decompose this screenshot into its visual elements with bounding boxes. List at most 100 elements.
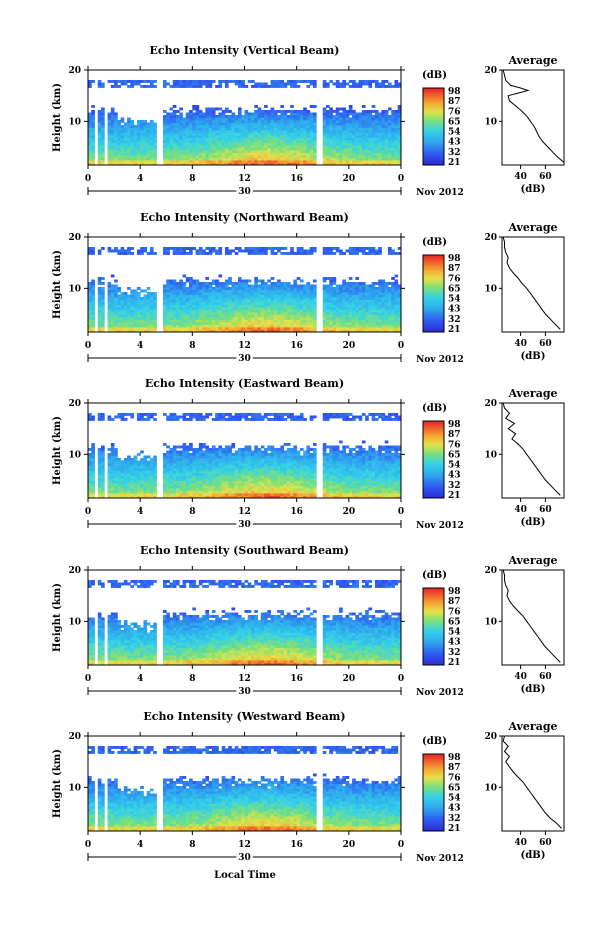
heatmap-cell	[270, 150, 275, 153]
heatmap-cell	[231, 130, 236, 133]
chart-title: Echo Intensity (Northward Beam)	[140, 211, 349, 224]
heatmap-cell	[143, 155, 148, 158]
heatmap-cell	[224, 284, 229, 288]
heatmap-cell	[237, 314, 242, 318]
heatmap-cell	[361, 284, 366, 288]
heatmap-cell	[182, 445, 187, 449]
heatmap-cell	[237, 307, 242, 310]
heatmap-cell	[293, 132, 298, 136]
heatmap-cell	[244, 319, 249, 323]
heatmap-cell	[241, 120, 245, 123]
heatmap-cell	[136, 120, 141, 123]
heatmap-cell	[254, 147, 258, 151]
heatmap-cell	[91, 478, 95, 481]
heatmap-cell	[123, 80, 128, 83]
heatmap-cell	[391, 299, 395, 303]
heatmap-cell	[123, 483, 128, 486]
heatmap-cell	[110, 302, 115, 305]
heatmap-cell	[335, 85, 340, 88]
heatmap-cell	[218, 247, 223, 250]
heatmap-cell	[355, 289, 360, 293]
heatmap-cell	[381, 282, 386, 285]
heatmap-cell	[273, 294, 278, 298]
heatmap-cell	[110, 483, 115, 486]
heatmap-cell	[339, 314, 343, 318]
heatmap-cell	[296, 319, 301, 323]
heatmap-cell	[378, 302, 382, 305]
heatmap-cell	[387, 309, 392, 313]
heatmap-cell	[293, 82, 298, 86]
heatmap-cell	[133, 463, 138, 466]
heatmap-cell	[189, 483, 193, 486]
heatmap-cell	[371, 302, 376, 305]
heatmap-cell	[355, 299, 360, 303]
heatmap-cell	[185, 142, 190, 146]
heatmap-cell	[306, 162, 311, 166]
heatmap-cell	[290, 304, 294, 308]
heatmap-cell	[218, 304, 223, 308]
heatmap-cell	[270, 284, 275, 288]
heatmap-cell	[202, 468, 206, 471]
heatmap-cell	[91, 140, 95, 143]
heatmap-cell	[247, 284, 252, 288]
heatmap-cell	[166, 162, 170, 166]
heatmap-cell	[140, 312, 144, 315]
heatmap-cell	[264, 135, 268, 138]
heatmap-cell	[241, 307, 245, 310]
heatmap-cell	[140, 160, 144, 163]
heatmap-cell	[208, 299, 213, 303]
heatmap-cell	[293, 147, 298, 151]
heatmap-cell	[133, 132, 138, 136]
heatmap-cell	[198, 115, 203, 118]
heatmap-cell	[348, 287, 353, 290]
heatmap-cell	[205, 299, 210, 303]
heatmap-cell	[365, 112, 369, 116]
heatmap-cell	[166, 135, 170, 138]
heatmap-cell	[101, 329, 105, 333]
heatmap-cell	[162, 327, 167, 330]
heatmap-cell	[306, 317, 311, 320]
heatmap-cell	[355, 302, 360, 305]
colorbar-tick-label: 65	[448, 117, 461, 127]
heatmap-cell	[140, 152, 144, 156]
heatmap-cell	[97, 132, 102, 136]
heatmap-cell	[221, 292, 226, 295]
heatmap-cell	[202, 450, 206, 454]
heatmap-cell	[176, 470, 180, 474]
heatmap-cell	[371, 314, 376, 318]
heatmap-cell	[237, 302, 242, 305]
heatmap-cell	[185, 485, 190, 489]
heatmap-cell	[290, 307, 294, 310]
heatmap-cell	[127, 160, 131, 163]
heatmap-cell	[101, 127, 105, 131]
average-x-axis-label: (dB)	[521, 184, 546, 195]
heatmap-cell	[211, 312, 216, 315]
heatmap-cell	[136, 292, 141, 295]
heatmap-cell	[365, 327, 369, 330]
colorbar-segment	[423, 134, 444, 137]
heatmap-cell	[326, 160, 330, 163]
heatmap-cell	[267, 112, 271, 116]
heatmap-cell	[361, 322, 366, 325]
heatmap-cell	[264, 150, 268, 153]
heatmap-cell	[143, 299, 148, 303]
heatmap-cell	[374, 327, 379, 330]
heatmap-cell	[182, 463, 187, 466]
heatmap-cell	[374, 157, 379, 161]
heatmap-cell	[290, 299, 294, 303]
heatmap-cell	[91, 115, 95, 118]
heatmap-cell	[371, 299, 376, 303]
heatmap-cell	[329, 130, 333, 133]
heatmap-cell	[218, 122, 223, 126]
heatmap-cell	[270, 117, 275, 121]
heatmap-cell	[146, 319, 151, 323]
heatmap-cell	[335, 132, 340, 136]
heatmap-cell	[378, 289, 382, 293]
heatmap-cell	[237, 157, 242, 161]
heatmap-cell	[162, 152, 167, 156]
heatmap-cell	[234, 155, 239, 158]
heatmap-cell	[264, 327, 268, 330]
heatmap-cell	[182, 162, 187, 166]
heatmap-cell	[195, 130, 200, 133]
heatmap-cell	[101, 289, 105, 293]
